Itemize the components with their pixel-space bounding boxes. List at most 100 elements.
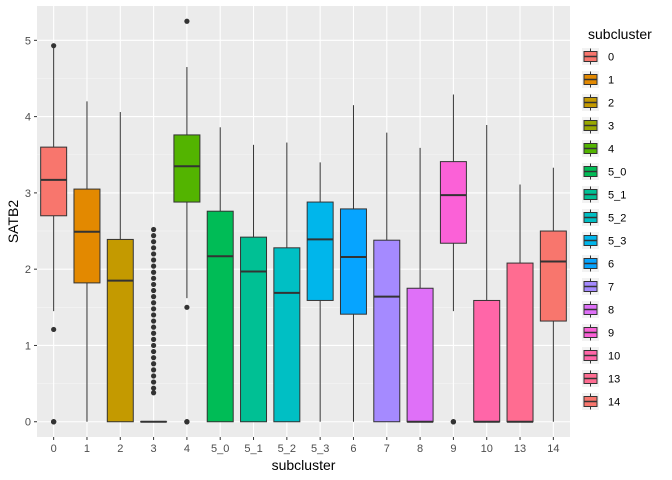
x-tick-label: 1 xyxy=(84,443,90,455)
legend-item-14: 14 xyxy=(582,393,620,410)
box-0 xyxy=(40,43,68,425)
outlier-point xyxy=(184,304,190,310)
x-tick-label: 5_1 xyxy=(244,443,262,455)
legend-label: 7 xyxy=(608,282,614,294)
y-axis-title: SATB2 xyxy=(5,200,21,244)
box-body xyxy=(539,230,567,322)
box-body xyxy=(473,299,501,423)
legend-label: 9 xyxy=(608,328,614,340)
outlier-point xyxy=(450,419,457,425)
outlier-point xyxy=(150,226,157,233)
outlier-point xyxy=(150,330,157,336)
box-7 xyxy=(373,132,401,423)
x-tick-label: 5_2 xyxy=(278,443,296,455)
x-tick-label: 14 xyxy=(547,443,559,455)
outlier-point xyxy=(150,257,157,263)
outlier-point xyxy=(150,348,157,355)
legend-item-5_0: 5_0 xyxy=(582,163,626,180)
legend-item-1: 1 xyxy=(582,71,614,88)
y-tick-label: 4 xyxy=(25,112,31,124)
legend-label: 10 xyxy=(608,351,620,363)
outlier-point xyxy=(150,336,157,342)
box-13 xyxy=(506,184,534,423)
outlier-point xyxy=(184,419,190,425)
box-body xyxy=(506,262,534,423)
legend-label: 2 xyxy=(608,98,614,110)
box-9 xyxy=(439,94,467,425)
legend-label: 1 xyxy=(608,75,614,87)
y-tick-label: 5 xyxy=(25,35,31,47)
outlier-point xyxy=(51,326,57,333)
y-axis: 0 1 2 3 4 5 xyxy=(25,35,37,429)
legend-label: 5_2 xyxy=(608,213,626,225)
legend-label: 13 xyxy=(608,374,620,386)
outlier-point xyxy=(150,251,157,257)
box-body xyxy=(240,236,268,423)
box-5_1 xyxy=(240,144,268,423)
outlier-point xyxy=(150,263,157,269)
outlier-point xyxy=(51,43,57,49)
outlier-point xyxy=(150,324,157,330)
box-body xyxy=(106,238,134,423)
x-tick-label: 3 xyxy=(151,443,157,455)
outlier-point xyxy=(150,245,157,251)
box-body xyxy=(73,188,101,284)
x-tick-label: 8 xyxy=(417,443,423,455)
x-tick-label: 6 xyxy=(350,443,356,455)
outlier-point xyxy=(150,294,157,300)
outlier-point xyxy=(184,18,190,24)
legend-item-3: 3 xyxy=(582,117,614,134)
legend-label: 14 xyxy=(608,397,620,409)
x-tick-label: 0 xyxy=(51,443,57,455)
x-axis: 0 1 2 3 4 5_0 5_1 5_2 5_3 6 7 8 9 10 13 14 xyxy=(51,437,559,455)
y-tick-label: 2 xyxy=(25,264,31,276)
legend-title: subcluster xyxy=(588,26,652,42)
legend-label: 0 xyxy=(608,52,614,64)
legend-item-10: 10 xyxy=(582,347,620,364)
y-tick-label: 0 xyxy=(25,417,31,429)
outlier-point xyxy=(51,419,57,425)
legend-label: 4 xyxy=(608,144,614,156)
box-4 xyxy=(173,18,201,425)
box-body xyxy=(406,287,434,423)
legend-label: 5_0 xyxy=(608,167,626,179)
legend-label: 5_1 xyxy=(608,190,626,202)
box-body xyxy=(40,146,68,217)
x-axis-title: subcluster xyxy=(272,457,336,473)
outlier-point xyxy=(150,385,157,391)
legend-item-8: 8 xyxy=(582,301,614,318)
x-tick-label: 7 xyxy=(384,443,390,455)
legend-label: 5_3 xyxy=(608,236,626,248)
box-body xyxy=(273,247,301,423)
legend-item-2: 2 xyxy=(582,94,614,111)
boxes xyxy=(40,18,567,425)
legend-item-4: 4 xyxy=(582,140,614,157)
outlier-point xyxy=(150,275,157,281)
box-body xyxy=(306,201,334,301)
outlier-point xyxy=(150,342,157,349)
box-body xyxy=(173,134,201,203)
y-tick-label: 3 xyxy=(25,188,31,200)
x-tick-label: 9 xyxy=(450,443,456,455)
box-14 xyxy=(539,167,567,422)
box-3 xyxy=(140,226,168,423)
box-1 xyxy=(73,101,101,422)
box-body xyxy=(439,161,467,244)
box-2 xyxy=(106,112,134,423)
box-5_0 xyxy=(206,127,234,423)
x-tick-label: 5_0 xyxy=(211,443,229,455)
outlier-point xyxy=(150,318,157,324)
x-tick-label: 5_3 xyxy=(311,443,329,455)
outlier-point xyxy=(150,379,157,385)
outlier-point xyxy=(150,390,157,396)
outlier-point xyxy=(150,300,157,306)
box-6 xyxy=(339,105,367,422)
outlier-point xyxy=(150,239,157,245)
outlier-point xyxy=(150,269,157,275)
legend-item-5_2: 5_2 xyxy=(582,209,626,226)
x-tick-label: 10 xyxy=(481,443,493,455)
legend-label: 8 xyxy=(608,305,614,317)
outlier-point xyxy=(150,367,157,373)
box-8 xyxy=(406,147,434,423)
